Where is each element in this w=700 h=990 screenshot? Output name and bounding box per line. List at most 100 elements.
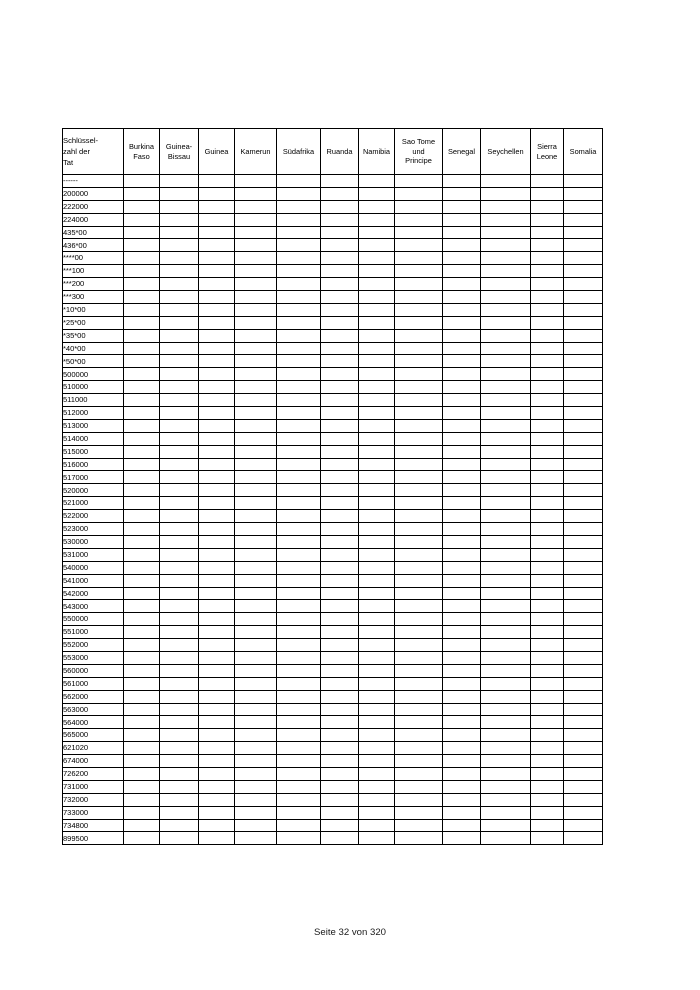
row-value-cell: [394, 586, 443, 601]
row-value-cell: [358, 264, 395, 279]
row-value-cell: [159, 534, 199, 549]
row-key-cell: 731000: [62, 779, 124, 794]
row-value-cell: [123, 754, 160, 768]
row-value-cell: [480, 612, 531, 627]
row-value-cell: [480, 315, 531, 330]
row-value-cell: [198, 650, 235, 665]
row-value-cell: [442, 393, 481, 408]
row-value-cell: [358, 341, 395, 356]
row-value-cell: [394, 367, 443, 382]
row-value-cell: [358, 702, 395, 717]
row-key-cell: 734800: [62, 818, 124, 833]
row-key-cell: 500000: [62, 367, 124, 382]
row-value-cell: [198, 741, 235, 756]
row-value-cell: [198, 483, 235, 498]
row-value-cell: [442, 625, 481, 640]
row-value-cell: [320, 212, 359, 227]
row-value-cell: [234, 534, 277, 549]
column-header-country-8: Senegal: [442, 128, 481, 175]
row-value-cell: [530, 496, 564, 511]
row-value-cell: [530, 586, 564, 601]
row-value-cell: [159, 509, 199, 524]
row-value-cell: [530, 779, 564, 794]
row-value-cell: [358, 277, 395, 292]
row-value-cell: [159, 367, 199, 382]
row-value-cell: [563, 302, 603, 317]
row-value-cell: [480, 534, 531, 549]
row-key-cell: 553000: [62, 650, 124, 665]
row-value-cell: [530, 728, 564, 743]
row-value-cell: [394, 663, 443, 678]
row-value-cell: [442, 573, 481, 588]
row-value-cell: [480, 509, 531, 524]
table-row: 564000: [62, 715, 603, 730]
row-value-cell: [358, 367, 395, 382]
row-value-cell: [123, 277, 160, 292]
row-value-cell: [480, 251, 531, 266]
row-value-cell: [234, 431, 277, 446]
row-value-cell: [123, 509, 160, 524]
row-value-cell: [530, 367, 564, 382]
row-value-cell: [276, 483, 321, 498]
row-value-cell: [394, 251, 443, 266]
row-value-cell: [159, 457, 199, 472]
row-value-cell: [198, 174, 235, 188]
row-value-cell: [320, 818, 359, 833]
row-value-cell: [198, 599, 235, 614]
row-value-cell: [563, 638, 603, 652]
row-value-cell: [123, 625, 160, 640]
row-value-cell: [276, 315, 321, 330]
row-key-cell: 726200: [62, 766, 124, 781]
row-value-cell: [276, 457, 321, 472]
row-value-cell: [159, 586, 199, 601]
row-value-cell: [480, 792, 531, 807]
row-value-cell: [442, 792, 481, 807]
row-value-cell: [320, 290, 359, 304]
row-value-cell: [276, 212, 321, 227]
row-value-cell: [276, 406, 321, 420]
row-value-cell: [276, 586, 321, 601]
table-row: 514000: [62, 431, 603, 446]
row-value-cell: [198, 444, 235, 459]
table-row: 553000: [62, 650, 603, 665]
row-value-cell: [198, 328, 235, 343]
row-value-cell: [480, 238, 531, 253]
row-value-cell: [480, 367, 531, 382]
row-value-cell: [123, 354, 160, 369]
row-value-cell: [198, 509, 235, 524]
row-value-cell: [159, 792, 199, 807]
table-row: 511000: [62, 393, 603, 408]
row-value-cell: [563, 689, 603, 704]
row-value-cell: [358, 663, 395, 678]
row-value-cell: [276, 728, 321, 743]
row-value-cell: [276, 509, 321, 524]
row-value-cell: [358, 818, 395, 833]
row-value-cell: [320, 831, 359, 846]
row-value-cell: [320, 766, 359, 781]
row-value-cell: [394, 174, 443, 188]
row-value-cell: [159, 290, 199, 304]
row-value-cell: [530, 315, 564, 330]
row-value-cell: [394, 406, 443, 420]
row-value-cell: [530, 393, 564, 408]
row-value-cell: [234, 650, 277, 665]
row-key-cell: 541000: [62, 573, 124, 588]
row-value-cell: [198, 199, 235, 214]
row-value-cell: [320, 547, 359, 562]
row-value-cell: [442, 496, 481, 511]
table-header-row: Schlüssel- zahl der Tat Burkina Faso Guin…: [62, 128, 603, 175]
row-value-cell: [563, 676, 603, 691]
row-value-cell: [358, 715, 395, 730]
row-value-cell: [159, 238, 199, 253]
row-value-cell: [159, 741, 199, 756]
row-value-cell: [159, 444, 199, 459]
row-value-cell: [123, 418, 160, 433]
row-value-cell: [480, 406, 531, 420]
row-key-cell: ***100: [62, 264, 124, 279]
table-row: 731000: [62, 779, 603, 794]
row-value-cell: [480, 444, 531, 459]
row-value-cell: [442, 406, 481, 420]
row-value-cell: [394, 483, 443, 498]
row-value-cell: [358, 509, 395, 524]
row-value-cell: [320, 264, 359, 279]
